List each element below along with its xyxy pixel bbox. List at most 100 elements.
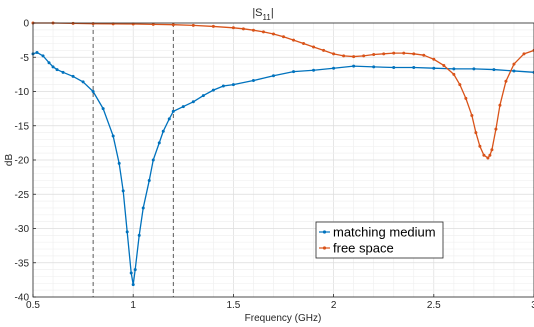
- data-point-matching-medium: [181, 105, 185, 109]
- y-tick-label: 0: [23, 19, 29, 30]
- data-point-free-space: [241, 27, 245, 31]
- data-point-free-space: [191, 23, 195, 27]
- legend-marker-matching-medium: [322, 230, 327, 234]
- data-point-free-space: [211, 24, 215, 28]
- y-tick-label: -25: [15, 190, 30, 201]
- chart-title-end: |: [271, 7, 274, 19]
- data-point-free-space: [478, 144, 482, 148]
- data-point-free-space: [486, 156, 490, 160]
- x-tick-label: 0.5: [26, 300, 40, 311]
- data-point-free-space: [452, 72, 456, 76]
- data-point-matching-medium: [141, 206, 145, 210]
- series-lines: [32, 22, 534, 286]
- data-point-free-space: [352, 55, 356, 59]
- data-point-free-space: [302, 42, 306, 46]
- data-point-matching-medium: [35, 50, 39, 54]
- y-tick-label: -20: [15, 156, 30, 167]
- data-point-matching-medium: [161, 129, 165, 133]
- data-point-matching-medium: [251, 79, 255, 83]
- x-tick-label: 3: [531, 300, 534, 311]
- data-point-matching-medium: [231, 83, 235, 87]
- data-point-matching-medium: [201, 94, 205, 98]
- data-point-matching-medium: [157, 141, 161, 145]
- data-point-free-space: [382, 52, 386, 56]
- data-point-matching-medium: [221, 84, 225, 88]
- data-point-free-space: [458, 83, 462, 87]
- data-point-matching-medium: [71, 74, 75, 78]
- data-point-free-space: [412, 52, 416, 56]
- data-point-matching-medium: [512, 69, 516, 73]
- data-point-matching-medium: [211, 88, 215, 92]
- data-point-matching-medium: [61, 70, 65, 74]
- data-point-free-space: [488, 153, 492, 157]
- data-point-matching-medium: [111, 134, 115, 138]
- data-point-free-space: [490, 148, 494, 152]
- data-point-free-space: [482, 153, 486, 157]
- y-tick-label: -30: [15, 224, 30, 235]
- data-point-matching-medium: [412, 66, 416, 70]
- data-point-matching-medium: [91, 90, 95, 93]
- x-axis-ticks: 0.5 1 1.5 2 2.5 3: [26, 294, 534, 311]
- data-point-free-space: [442, 63, 446, 67]
- vertical-marker-lines: [92, 23, 174, 297]
- data-point-matching-medium: [125, 230, 129, 234]
- data-point-matching-medium: [167, 117, 171, 121]
- chart-title-main: |S: [252, 7, 262, 19]
- data-point-matching-medium: [171, 109, 175, 113]
- data-point-free-space: [498, 103, 502, 107]
- data-point-matching-medium: [131, 283, 135, 287]
- data-point-matching-medium: [147, 179, 151, 183]
- series-points: [31, 21, 534, 287]
- data-point-free-space: [231, 26, 235, 30]
- data-point-matching-medium: [117, 161, 121, 165]
- legend: matching medium free space: [315, 221, 444, 259]
- data-point-matching-medium: [352, 64, 356, 68]
- y-axis-ticks: 0 -5 -10 -15 -20 -25 -30 -35 -40: [15, 19, 36, 304]
- data-point-free-space: [464, 96, 468, 100]
- y-tick-label: -5: [20, 53, 29, 64]
- legend-label-matching-medium: matching medium: [333, 225, 436, 240]
- data-point-matching-medium: [332, 66, 336, 70]
- data-point-matching-medium: [191, 100, 195, 104]
- data-point-matching-medium: [133, 268, 137, 272]
- y-tick-label: -35: [15, 258, 30, 269]
- x-tick-label: 1.5: [226, 300, 240, 311]
- x-tick-label: 2.5: [427, 300, 441, 311]
- legend-marker-free-space: [322, 246, 327, 250]
- data-point-matching-medium: [41, 54, 45, 58]
- data-point-matching-medium: [47, 61, 51, 65]
- data-point-free-space: [474, 131, 478, 135]
- data-point-free-space: [362, 54, 366, 58]
- data-point-matching-medium: [472, 67, 476, 71]
- data-point-free-space: [470, 113, 474, 117]
- data-point-matching-medium: [101, 107, 105, 111]
- data-point-free-space: [322, 48, 326, 52]
- data-point-free-space: [151, 22, 155, 26]
- data-point-matching-medium: [271, 74, 275, 78]
- y-axis-label: dB: [4, 154, 15, 167]
- data-point-free-space: [342, 54, 346, 58]
- data-point-matching-medium: [55, 68, 59, 72]
- x-axis-label: Frequency (GHz): [245, 313, 322, 324]
- x-tick-label: 1: [130, 300, 136, 311]
- data-point-free-space: [251, 28, 255, 32]
- data-point-matching-medium: [292, 70, 296, 74]
- data-point-free-space: [494, 127, 498, 131]
- data-point-matching-medium: [492, 68, 496, 72]
- y-tick-label: -10: [15, 87, 30, 98]
- data-point-free-space: [422, 53, 426, 57]
- y-tick-label: -15: [15, 121, 30, 132]
- data-point-free-space: [271, 32, 275, 36]
- data-point-matching-medium: [312, 68, 316, 72]
- data-point-free-space: [392, 51, 396, 55]
- chart-title-sub: 11: [263, 13, 272, 22]
- series-line-matching-medium: [32, 51, 534, 286]
- data-point-free-space: [261, 30, 265, 34]
- grid-lines: [32, 22, 534, 298]
- y-tick-label: -40: [15, 293, 30, 304]
- data-point-matching-medium: [392, 66, 396, 70]
- data-point-free-space: [282, 35, 285, 39]
- data-point-free-space: [312, 45, 316, 49]
- data-point-matching-medium: [151, 158, 155, 162]
- legend-box: [315, 221, 444, 259]
